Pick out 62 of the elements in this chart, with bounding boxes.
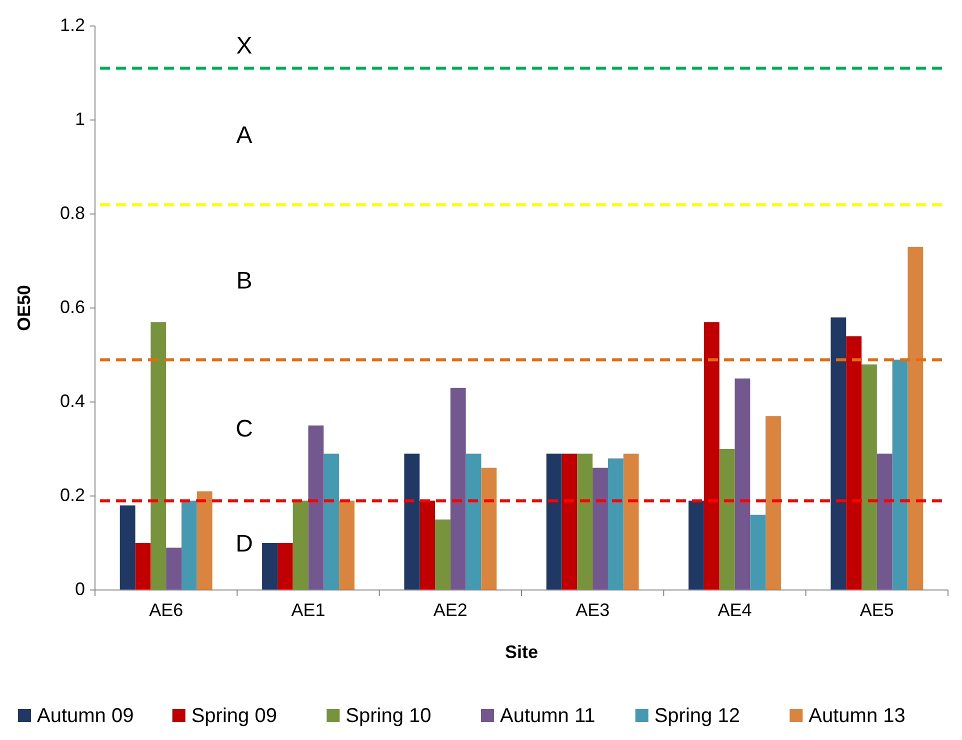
legend-label: Spring 12	[654, 705, 740, 727]
x-tick-label: AE3	[576, 600, 610, 620]
bar	[577, 454, 593, 590]
bar	[435, 520, 450, 590]
bar	[562, 454, 578, 590]
bar	[339, 500, 354, 590]
y-tick-label: 1.2	[60, 14, 85, 35]
y-tick-label: 0	[74, 578, 85, 599]
bar	[481, 468, 497, 590]
x-tick-label: AE2	[433, 600, 468, 620]
bar	[404, 454, 420, 590]
x-tick-label: AE1	[291, 600, 326, 620]
legend-label: Autumn 11	[500, 705, 596, 727]
annotation: B	[236, 267, 252, 294]
bar	[466, 454, 482, 590]
y-tick-label: 0.2	[60, 484, 85, 505]
bar	[135, 543, 151, 590]
bar	[120, 505, 136, 590]
bar	[592, 468, 608, 590]
y-tick-label: 1	[74, 108, 85, 129]
y-axis-title: OE50	[14, 284, 34, 332]
bar	[908, 246, 924, 590]
bar	[420, 500, 436, 590]
x-tick-label: AE5	[860, 600, 894, 620]
bar	[308, 426, 324, 590]
bar	[876, 454, 892, 590]
bar	[623, 454, 639, 590]
bar	[704, 322, 720, 590]
bar	[166, 548, 182, 590]
bar	[846, 336, 862, 590]
bar	[688, 500, 704, 590]
bar	[830, 317, 846, 590]
annotation: D	[236, 530, 253, 558]
bar	[277, 543, 293, 590]
bar	[150, 322, 166, 590]
bar	[750, 514, 766, 590]
bar	[892, 360, 908, 590]
bar	[262, 543, 278, 590]
bar	[862, 364, 877, 590]
annotation: A	[236, 122, 252, 149]
bar	[181, 500, 197, 590]
bar	[324, 454, 340, 590]
x-tick-label: AE6	[149, 600, 184, 620]
x-tick-label: AE4	[718, 600, 752, 620]
annotation: X	[236, 32, 252, 60]
x-axis-title: Site	[504, 642, 538, 662]
legend-label: Spring 09	[191, 705, 277, 727]
y-tick-label: 0.8	[60, 202, 85, 223]
legend-label: Autumn 09	[37, 705, 134, 727]
bar	[292, 500, 308, 590]
bar	[450, 388, 466, 590]
bar	[196, 491, 212, 590]
y-tick-label: 0.6	[60, 296, 85, 317]
bar	[719, 449, 735, 590]
bar	[766, 416, 781, 590]
legend-label: Spring 10	[346, 705, 432, 727]
bar	[734, 378, 750, 590]
bar	[546, 454, 562, 590]
bar	[608, 458, 624, 590]
legend-label: Autumn 13	[808, 705, 906, 727]
y-tick-label: 0.4	[60, 390, 85, 411]
annotation: C	[236, 416, 253, 443]
